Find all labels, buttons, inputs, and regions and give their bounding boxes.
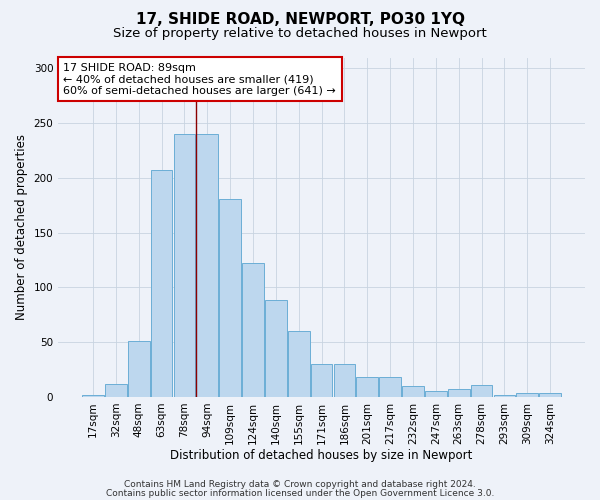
Text: Contains public sector information licensed under the Open Government Licence 3.: Contains public sector information licen… bbox=[106, 488, 494, 498]
Bar bbox=[539, 392, 561, 397]
Bar bbox=[242, 264, 264, 397]
Bar bbox=[82, 395, 104, 397]
Bar bbox=[219, 199, 241, 397]
Bar bbox=[265, 300, 287, 397]
Text: 17, SHIDE ROAD, NEWPORT, PO30 1YQ: 17, SHIDE ROAD, NEWPORT, PO30 1YQ bbox=[136, 12, 464, 28]
Text: Size of property relative to detached houses in Newport: Size of property relative to detached ho… bbox=[113, 28, 487, 40]
Bar bbox=[288, 332, 310, 397]
Bar bbox=[494, 395, 515, 397]
Bar bbox=[311, 364, 332, 397]
Bar bbox=[105, 384, 127, 397]
Bar bbox=[402, 386, 424, 397]
Bar bbox=[425, 392, 447, 397]
Bar bbox=[379, 377, 401, 397]
Text: 17 SHIDE ROAD: 89sqm
← 40% of detached houses are smaller (419)
60% of semi-deta: 17 SHIDE ROAD: 89sqm ← 40% of detached h… bbox=[64, 62, 336, 96]
Bar bbox=[517, 392, 538, 397]
Bar bbox=[151, 170, 172, 397]
Bar bbox=[356, 377, 378, 397]
Bar bbox=[448, 390, 470, 397]
Bar bbox=[471, 385, 493, 397]
Bar bbox=[196, 134, 218, 397]
Y-axis label: Number of detached properties: Number of detached properties bbox=[15, 134, 28, 320]
X-axis label: Distribution of detached houses by size in Newport: Distribution of detached houses by size … bbox=[170, 450, 473, 462]
Bar bbox=[173, 134, 195, 397]
Bar bbox=[334, 364, 355, 397]
Bar bbox=[128, 341, 149, 397]
Text: Contains HM Land Registry data © Crown copyright and database right 2024.: Contains HM Land Registry data © Crown c… bbox=[124, 480, 476, 489]
